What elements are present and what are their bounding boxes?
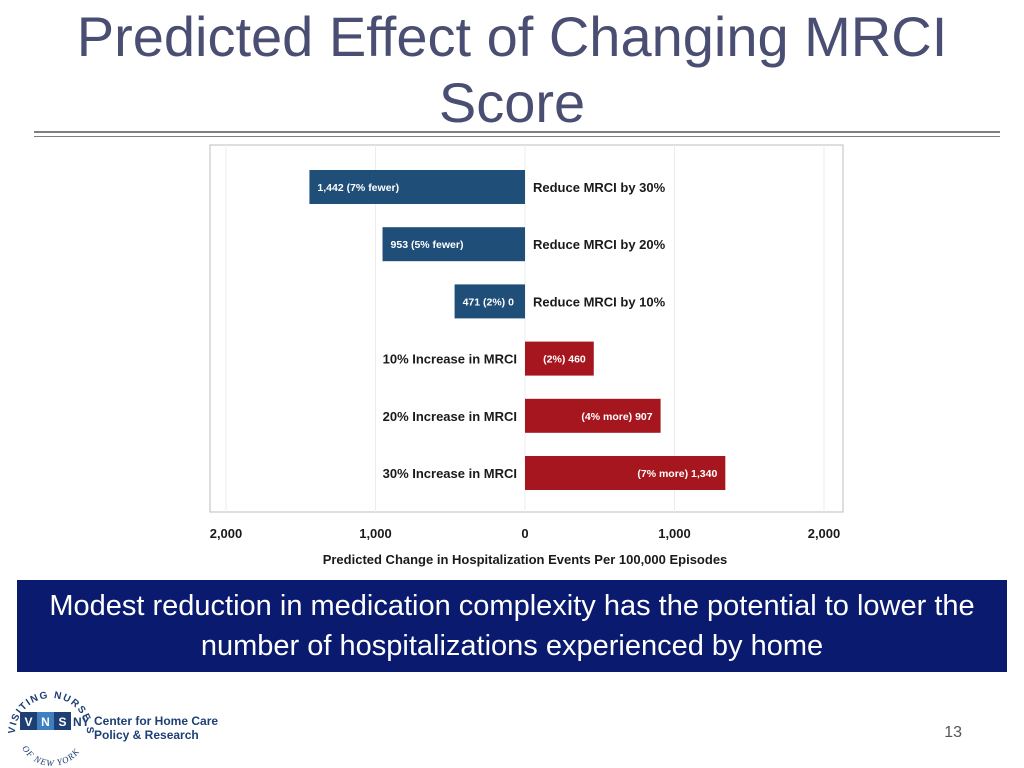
category-label: Reduce MRCI by 20% — [533, 237, 666, 252]
slide-title: Predicted Effect of Changing MRCI Score — [76, 5, 948, 134]
title-divider — [34, 131, 1000, 133]
bar-reduce-mrci-by-30 — [309, 170, 525, 204]
title-divider-thin — [34, 136, 1000, 137]
bar-30-increase-in-mrci — [525, 456, 726, 490]
x-tick-label: 1,000 — [658, 526, 691, 541]
x-tick-label: 1,000 — [359, 526, 392, 541]
category-label: 20% Increase in MRCI — [383, 409, 517, 424]
logo-badge-n: N — [41, 715, 50, 729]
x-tick-label: 2,000 — [210, 526, 243, 541]
bar-20-increase-in-mrci — [525, 398, 661, 433]
vnsny-logo: VISITING NURSE SERVICE OF NEW YORK V N S… — [6, 676, 218, 766]
bar-reduce-mrci-by-10 — [454, 284, 525, 319]
category-label: Reduce MRCI by 10% — [533, 294, 666, 309]
bar-reduce-mrci-by-20 — [382, 227, 525, 262]
logo-badge-v: V — [24, 715, 32, 729]
logo-badge-ny: NY — [73, 715, 90, 729]
callout-box: Modest reduction in medication complexit… — [17, 580, 1007, 672]
bar-data-label: 471 (2%) 0 — [463, 296, 515, 308]
logo-org-line1: Center for Home Care — [94, 714, 218, 728]
x-tick-label: 0 — [521, 526, 528, 541]
bar-data-label: (7% more) 1,340 — [637, 468, 717, 480]
category-label: 10% Increase in MRCI — [383, 352, 517, 367]
page-number: 13 — [944, 724, 962, 741]
bar-data-label: 953 (5% fewer) — [391, 239, 464, 251]
hospitalization-change-chart: 2,000 1,000 0 1,000 2,000 Predicted Change in… — [209, 144, 844, 567]
bar-data-label: (4% more) 907 — [581, 411, 652, 423]
plot-area — [209, 144, 844, 513]
x-tick-label: 2,000 — [808, 526, 841, 541]
logo-org-line2: Policy & Research — [94, 728, 199, 742]
logo-badge-s: S — [58, 715, 66, 729]
category-label: Reduce MRCI by 30% — [533, 180, 666, 195]
category-label: 30% Increase in MRCI — [383, 466, 517, 481]
bar-data-label: 1,442 (7% fewer) — [317, 182, 399, 194]
logo-ring-text-bottom: OF NEW YORK — [20, 744, 82, 766]
bar-data-label: (2%) 460 — [543, 354, 586, 366]
x-axis-label: Predicted Change in Hospitalization Even… — [323, 552, 728, 567]
bar-10-increase-in-mrci — [525, 341, 594, 376]
